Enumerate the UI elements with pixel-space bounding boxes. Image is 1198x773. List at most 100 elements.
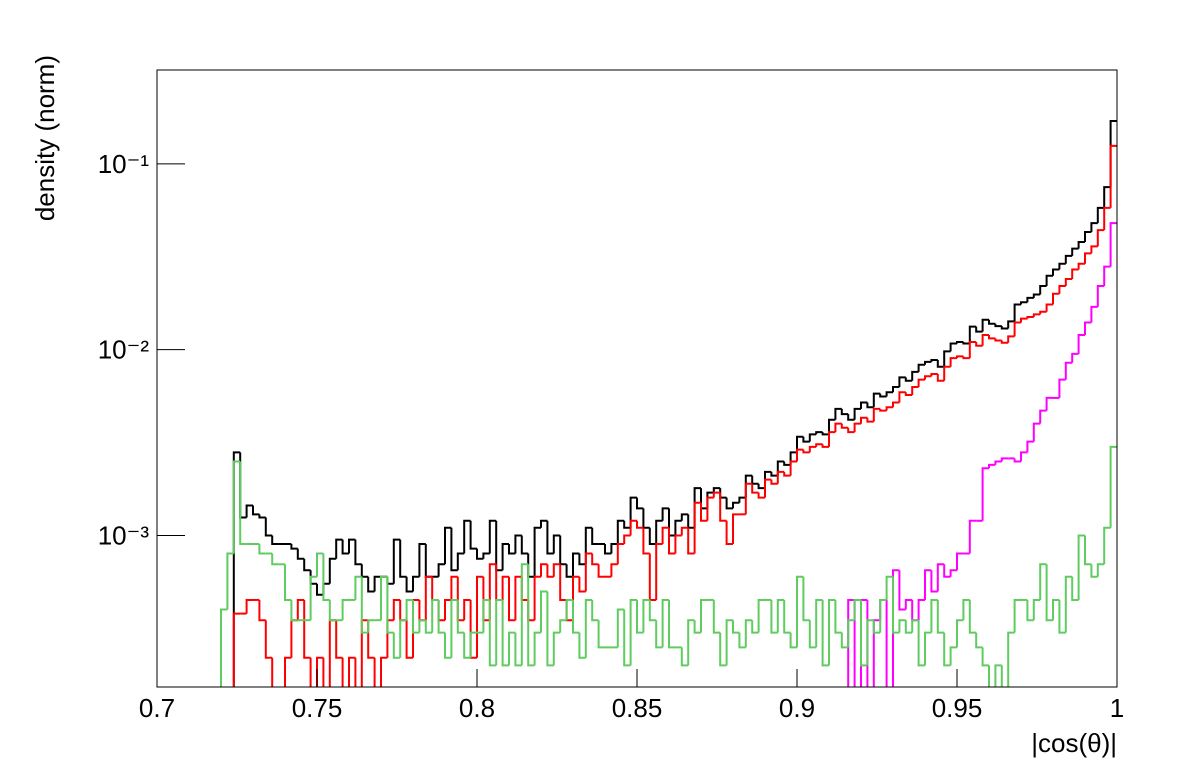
histogram-bin: [284, 564, 292, 601]
histogram-bin: [764, 478, 772, 498]
histogram-bin: [1052, 268, 1060, 276]
histogram-bin: [904, 377, 913, 382]
histogram-bin: [328, 599, 337, 622]
histogram-bin: [380, 656, 388, 687]
histogram-bin: [591, 527, 599, 546]
histogram-bin: [1013, 598, 1021, 633]
histogram-bin: [392, 598, 401, 621]
histogram-bin: [866, 417, 874, 423]
histogram-bin: [271, 657, 274, 687]
histogram-bin: [725, 497, 733, 510]
histogram-bin: [546, 564, 554, 578]
histogram-bin: [738, 496, 746, 503]
histogram-bin: [930, 372, 938, 377]
histogram-bin: [520, 563, 529, 666]
histogram-bin: [719, 632, 727, 667]
histogram-bin: [341, 598, 349, 621]
histogram-bin: [700, 502, 708, 522]
histogram-bin: [655, 543, 663, 600]
frame: [156, 69, 1118, 688]
histogram-bin: [284, 656, 292, 687]
histogram-bin: [405, 620, 413, 659]
histogram-bin: [258, 599, 266, 622]
histogram-bin: [1096, 563, 1105, 577]
histogram-bin: [636, 520, 644, 529]
histogram-bin: [956, 340, 964, 344]
histogram-bin: [1084, 252, 1092, 264]
histogram-bin: [604, 544, 612, 555]
histogram-bin: [540, 590, 548, 633]
histogram-bin: [981, 647, 989, 667]
histogram-bin: [732, 620, 740, 634]
histogram-bin: [559, 535, 567, 566]
histogram-bin: [917, 363, 925, 372]
histogram-bin: [796, 575, 804, 648]
histogram-bin: [1039, 409, 1047, 424]
histogram-bin: [328, 557, 337, 584]
histogram-bin: [1071, 352, 1079, 363]
histogram-bin: [911, 385, 919, 396]
histogram-bin: [1090, 245, 1098, 254]
histogram-bin: [1039, 310, 1047, 315]
histogram-bin: [348, 656, 356, 687]
histogram-bin: [456, 599, 465, 634]
histogram-bin: [450, 575, 458, 600]
histogram-bin: [808, 620, 817, 649]
histogram-bin: [616, 543, 625, 565]
histogram-bin: [712, 487, 721, 493]
histogram-bin: [994, 338, 1002, 342]
histogram-bin: [904, 620, 913, 634]
x-tick-label: 1: [1110, 693, 1124, 723]
histogram-bin: [1064, 361, 1073, 380]
histogram-bin: [616, 608, 625, 648]
histogram-bin: [264, 517, 273, 537]
histogram-bin: [1039, 563, 1047, 600]
histogram-bin: [751, 483, 759, 494]
histogram-bin: [911, 619, 919, 633]
histogram-bin: [770, 479, 778, 485]
histogram-bin: [757, 492, 765, 499]
histogram-bin: [322, 657, 325, 687]
histogram-bin: [431, 576, 439, 601]
histogram-bin: [924, 360, 932, 365]
histogram-bin: [680, 513, 689, 521]
histogram-bin: [1109, 222, 1117, 267]
histogram-bin: [988, 334, 996, 340]
histogram-bin: [1007, 335, 1015, 343]
histogram-bin: [885, 391, 893, 397]
histogram-bin: [1000, 326, 1009, 330]
histogram-bin: [616, 519, 625, 545]
histogram-bin: [367, 619, 375, 633]
histogram-bin: [463, 598, 471, 621]
histogram-bin: [968, 340, 977, 359]
histogram-bin: [924, 375, 932, 380]
histogram-bin: [712, 491, 721, 498]
histogram-bin: [1096, 229, 1105, 247]
histogram-bin: [399, 539, 407, 578]
histogram-bin: [501, 599, 509, 667]
x-tick-label: 0.8: [459, 693, 495, 723]
histogram-bin: [623, 534, 631, 545]
histogram-bin: [661, 507, 669, 521]
histogram-bin: [540, 563, 548, 577]
histogram-bin: [943, 632, 951, 667]
histogram-bin: [1084, 535, 1092, 566]
histogram-bin: [885, 406, 893, 411]
histogram-bin: [296, 548, 305, 560]
histogram-bin: [252, 505, 260, 516]
histogram-bin: [444, 632, 452, 659]
histogram-bin: [936, 373, 945, 382]
histogram-bin: [578, 576, 586, 593]
histogram-bin: [808, 445, 817, 453]
histogram-bin: [1026, 315, 1034, 319]
histogram-bin: [693, 620, 701, 634]
histogram-bin: [482, 598, 490, 633]
histogram-bin: [469, 520, 477, 550]
y-tick-label: 10⁻¹: [98, 149, 150, 179]
histogram-bin: [687, 527, 695, 555]
histogram-bin: [924, 631, 932, 666]
histogram-bin: [834, 599, 842, 634]
histogram-bin: [533, 575, 541, 621]
histogram-bin: [303, 558, 311, 572]
histogram-bin: [917, 598, 925, 621]
